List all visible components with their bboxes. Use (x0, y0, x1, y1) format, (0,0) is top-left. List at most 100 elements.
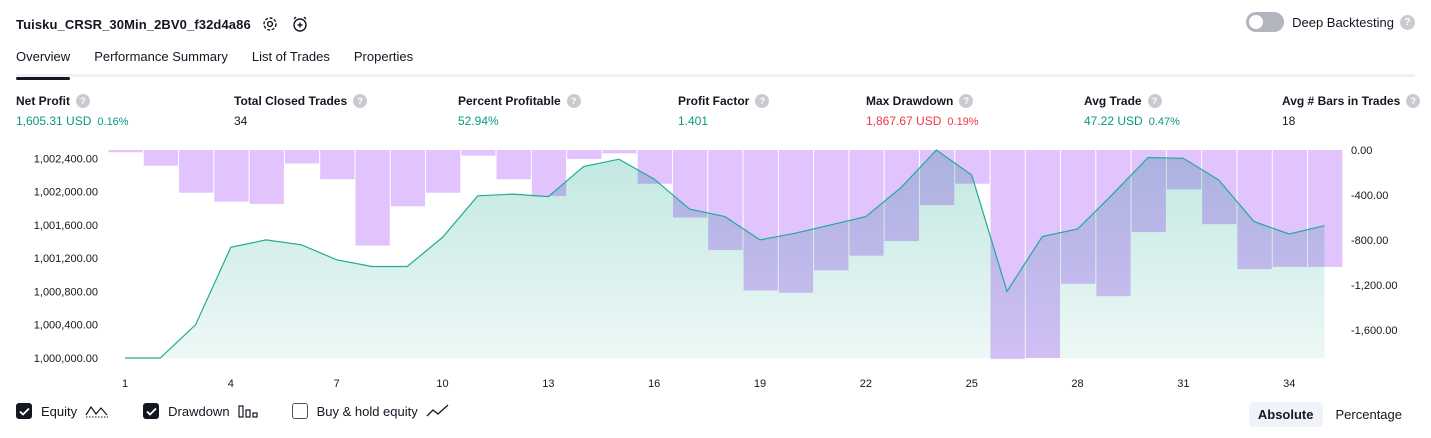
metric-label: Avg # Bars in Trades (1282, 94, 1401, 108)
metric-value: 18 (1282, 114, 1296, 128)
left-axis-tick: 1,002,000.00 (34, 187, 98, 199)
x-axis-tick: 31 (1177, 378, 1189, 390)
deep-backtesting-toggle[interactable] (1246, 12, 1285, 32)
tab-properties[interactable]: Properties (353, 49, 414, 64)
legend-label: Drawdown (168, 403, 230, 419)
legend-label: Buy & hold equity (316, 403, 418, 419)
left-axis-tick: 1,002,400.00 (34, 153, 98, 165)
legend-drawdown[interactable]: Drawdown (143, 403, 258, 419)
legend-equity[interactable]: Equity (16, 403, 109, 419)
metric-value: 1,605.31 USD (16, 114, 92, 128)
help-icon[interactable]: ? (755, 94, 770, 108)
strategy-header: Tuisku_CRSR_30Min_2BV0_f32d4a86 (16, 10, 311, 38)
metric-percent-profitable: Percent Profitable? 52.94% (458, 94, 581, 128)
checkbox-equity[interactable] (16, 403, 32, 419)
drawdown-bar (143, 150, 179, 166)
metric-max-drawdown: Max Drawdown? 1,867.67 USD 0.19% (866, 94, 979, 128)
tab-performance-summary[interactable]: Performance Summary (94, 49, 228, 64)
drawdown-bar (496, 150, 531, 180)
metric-net-profit: Net Profit? 1,605.31 USD 0.16% (16, 94, 129, 128)
right-axis-tick: -1,200.00 (1351, 280, 1397, 292)
equity-area (125, 150, 1325, 358)
deep-backtesting-label: Deep Backtesting (1292, 14, 1394, 30)
bar-chart-icon (237, 404, 258, 418)
drawdown-bar (249, 150, 284, 204)
drawdown-bar (179, 150, 214, 193)
legend-buy-hold[interactable]: Buy & hold equity (291, 403, 450, 419)
metric-label: Net Profit (16, 94, 70, 108)
help-icon[interactable]: ? (566, 94, 581, 108)
right-axis-tick: 0.00 (1351, 145, 1372, 157)
drawdown-bar (602, 150, 637, 154)
right-axis-tick: -1,600.00 (1351, 325, 1397, 337)
drawdown-bar (461, 150, 496, 156)
x-axis-tick: 25 (966, 378, 978, 390)
metrics-row: Net Profit? 1,605.31 USD 0.16% Total Clos… (16, 94, 1421, 134)
checkbox-drawdown[interactable] (143, 403, 160, 419)
help-icon[interactable]: ? (1147, 94, 1162, 108)
x-axis-tick: 34 (1283, 378, 1295, 390)
checkbox-buy-hold[interactable] (291, 403, 308, 419)
x-axis-tick: 4 (228, 378, 234, 390)
x-axis-tick: 19 (754, 378, 766, 390)
metric-label: Avg Trade (1084, 94, 1142, 108)
left-axis-tick: 1,000,800.00 (34, 286, 98, 298)
x-axis-tick: 28 (1071, 378, 1083, 390)
metric-pct: 0.16% (97, 116, 129, 128)
x-axis-tick: 22 (860, 378, 872, 390)
x-axis: 1 4 7 10 13 16 19 22 25 28 31 34 (122, 378, 1295, 390)
metric-profit-factor: Profit Factor? 1.401 (678, 94, 770, 128)
strategy-name: Tuisku_CRSR_30Min_2BV0_f32d4a86 (16, 16, 251, 32)
metric-value: 52.94% (458, 114, 499, 128)
mode-switch: Absolute Percentage (1245, 402, 1411, 427)
add-alert-icon[interactable] (289, 13, 311, 35)
x-axis-tick: 7 (334, 378, 340, 390)
help-icon[interactable]: ? (76, 94, 90, 108)
left-axis: 1,002,400.00 1,002,000.00 1,001,600.00 1,00… (34, 153, 98, 365)
right-axis: 0.00 -400.00 -800.00 -1,200.00 -1,600.00 (1351, 145, 1397, 337)
metric-pct: 0.19% (947, 116, 979, 128)
metric-label: Profit Factor (678, 94, 750, 108)
drawdown-bar (108, 150, 143, 153)
drawdown-bar (355, 150, 390, 246)
metric-value: 47.22 USD (1084, 114, 1143, 128)
legend-label: Equity (41, 403, 78, 419)
wave-line-icon (85, 404, 109, 418)
help-icon[interactable]: ? (959, 94, 974, 108)
drawdown-bar (567, 150, 602, 159)
x-axis-tick: 1 (122, 378, 128, 390)
deep-backtesting: Deep Backtesting ? (1246, 12, 1415, 32)
right-axis-tick: -800.00 (1351, 235, 1388, 247)
metric-total-closed-trades: Total Closed Trades? 34 (234, 94, 368, 128)
right-axis-tick: -400.00 (1351, 190, 1388, 202)
left-axis-tick: 1,000,400.00 (34, 320, 98, 332)
x-axis-tick: 16 (648, 378, 660, 390)
metric-value: 34 (234, 114, 248, 128)
metric-pct: 0.47% (1148, 116, 1180, 128)
metric-avg-trade: Avg Trade? 47.22 USD 0.47% (1084, 94, 1180, 128)
help-icon[interactable]: ? (1406, 94, 1421, 108)
help-icon[interactable]: ? (353, 94, 368, 108)
tab-bar: Overview Performance Summary List of Tra… (16, 46, 1415, 80)
metric-label: Max Drawdown (866, 94, 954, 108)
gear-icon[interactable] (259, 13, 281, 35)
left-axis-tick: 1,000,000.00 (34, 353, 98, 365)
help-icon[interactable]: ? (1400, 14, 1415, 30)
tab-overview[interactable]: Overview (16, 46, 71, 80)
drawdown-bar (426, 150, 461, 193)
tab-list-of-trades[interactable]: List of Trades (251, 49, 330, 64)
left-axis-tick: 1,001,200.00 (34, 253, 98, 265)
mode-percentage[interactable]: Percentage (1335, 407, 1403, 422)
toggle-knob (1249, 15, 1264, 29)
metric-label: Percent Profitable (458, 94, 561, 108)
mode-absolute[interactable]: Absolute (1248, 402, 1323, 427)
equity-line (125, 149, 1325, 359)
metric-value: 1,867.67 USD (866, 114, 942, 128)
drawdown-bar (320, 150, 355, 180)
trend-line-icon (426, 404, 450, 418)
drawdown-bar (214, 150, 249, 202)
chart-legend: Equity Drawdown Buy & hold equity (16, 403, 484, 419)
left-axis-tick: 1,001,600.00 (34, 220, 98, 232)
x-axis-tick: 10 (436, 378, 448, 390)
metric-value: 1.401 (678, 114, 709, 128)
